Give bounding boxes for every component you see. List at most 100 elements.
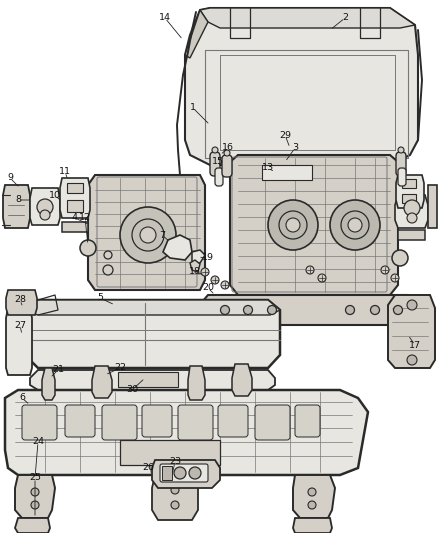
Circle shape (346, 305, 354, 314)
Circle shape (407, 355, 417, 365)
FancyBboxPatch shape (295, 405, 320, 437)
Circle shape (407, 300, 417, 310)
Text: 10: 10 (49, 190, 61, 199)
Polygon shape (428, 185, 437, 228)
Text: 17: 17 (409, 341, 421, 350)
Circle shape (140, 227, 156, 243)
Text: 14: 14 (159, 13, 171, 22)
Circle shape (120, 207, 176, 263)
Circle shape (31, 501, 39, 509)
Polygon shape (60, 178, 90, 218)
Text: 20: 20 (202, 284, 214, 293)
Polygon shape (293, 518, 332, 533)
Polygon shape (190, 260, 200, 272)
Circle shape (212, 147, 218, 153)
Text: 7: 7 (159, 230, 165, 239)
Polygon shape (3, 185, 30, 228)
Text: 24: 24 (32, 438, 44, 447)
Text: 28: 28 (14, 295, 26, 304)
Circle shape (80, 240, 96, 256)
Polygon shape (188, 366, 205, 400)
Polygon shape (6, 308, 32, 375)
Circle shape (286, 218, 300, 232)
FancyBboxPatch shape (102, 405, 137, 440)
Text: 11: 11 (59, 167, 71, 176)
FancyBboxPatch shape (65, 405, 95, 437)
Polygon shape (395, 195, 428, 228)
Circle shape (174, 467, 186, 479)
Polygon shape (25, 300, 280, 368)
Polygon shape (25, 300, 280, 315)
Polygon shape (388, 295, 435, 368)
Circle shape (404, 200, 420, 216)
Text: 26: 26 (142, 464, 154, 472)
Circle shape (330, 200, 380, 250)
Text: 18: 18 (189, 268, 201, 277)
Text: 19: 19 (202, 254, 214, 262)
Circle shape (201, 268, 209, 276)
Text: 3: 3 (292, 143, 298, 152)
Polygon shape (396, 175, 424, 208)
Polygon shape (192, 250, 205, 263)
Circle shape (244, 305, 252, 314)
Circle shape (308, 488, 316, 496)
Text: 29: 29 (279, 131, 291, 140)
Circle shape (371, 305, 379, 314)
FancyBboxPatch shape (255, 405, 290, 440)
Text: 21: 21 (52, 366, 64, 375)
FancyBboxPatch shape (398, 168, 406, 186)
FancyBboxPatch shape (222, 155, 232, 177)
Text: 8: 8 (15, 196, 21, 205)
Polygon shape (30, 370, 275, 390)
Bar (162, 466, 172, 480)
Text: 6: 6 (19, 393, 25, 402)
Text: 9: 9 (7, 174, 13, 182)
Text: 13: 13 (262, 164, 274, 173)
Bar (67, 200, 83, 212)
Circle shape (398, 147, 404, 153)
Bar (262, 165, 312, 180)
FancyBboxPatch shape (215, 168, 223, 186)
Polygon shape (230, 155, 398, 295)
Circle shape (306, 266, 314, 274)
Polygon shape (62, 222, 88, 232)
Polygon shape (185, 10, 208, 58)
Text: 27: 27 (14, 320, 26, 329)
Circle shape (393, 305, 403, 314)
Bar (120, 440, 220, 465)
Circle shape (221, 281, 229, 289)
Polygon shape (293, 475, 335, 518)
FancyBboxPatch shape (178, 405, 213, 440)
Polygon shape (200, 8, 415, 28)
Polygon shape (185, 8, 418, 165)
Circle shape (171, 486, 179, 494)
FancyBboxPatch shape (396, 152, 406, 176)
Polygon shape (30, 188, 60, 225)
Polygon shape (152, 460, 220, 488)
Circle shape (268, 305, 276, 314)
Text: 5: 5 (97, 294, 103, 303)
Circle shape (381, 266, 389, 274)
Circle shape (407, 213, 417, 223)
Bar (118, 372, 178, 387)
Circle shape (348, 218, 362, 232)
Text: 23: 23 (169, 457, 181, 466)
FancyBboxPatch shape (142, 405, 172, 437)
Polygon shape (200, 295, 418, 325)
Polygon shape (42, 368, 55, 400)
Polygon shape (15, 475, 55, 518)
Text: 15: 15 (212, 157, 224, 166)
Text: 2: 2 (342, 13, 348, 22)
Circle shape (391, 274, 399, 282)
Bar (67, 183, 83, 193)
Circle shape (211, 276, 219, 284)
Polygon shape (88, 175, 205, 290)
Text: 1: 1 (190, 103, 196, 112)
Circle shape (171, 501, 179, 509)
Text: 12: 12 (79, 214, 91, 222)
Text: 30: 30 (126, 385, 138, 394)
Polygon shape (152, 475, 198, 520)
FancyBboxPatch shape (210, 152, 220, 176)
Circle shape (104, 251, 112, 259)
Circle shape (189, 467, 201, 479)
